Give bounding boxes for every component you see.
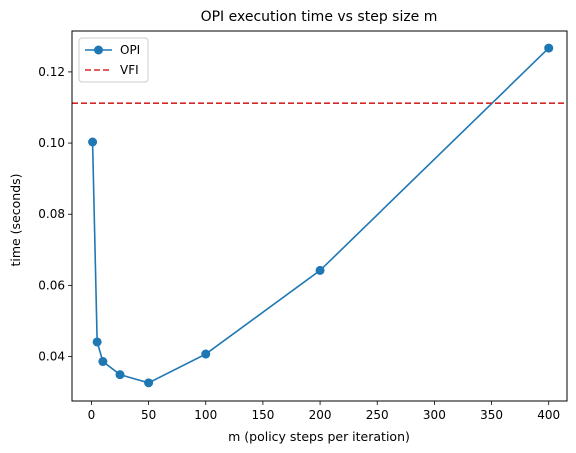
series-opi-point	[88, 137, 98, 147]
plot-area	[72, 43, 567, 388]
series-opi-point	[544, 43, 554, 53]
series-opi-point	[115, 370, 125, 380]
series-opi-point	[92, 337, 102, 347]
legend-vfi-label: VFI	[120, 63, 139, 77]
series-opi-point	[201, 349, 211, 359]
x-tick-label: 0	[88, 408, 96, 422]
legend-opi-label: OPI	[120, 43, 140, 57]
plot-frame	[71, 30, 568, 402]
series-opi-point	[98, 357, 108, 367]
x-tick-label: 350	[480, 408, 503, 422]
x-axis-ticks: 0 50 100 150 200 250 300 350 400	[88, 401, 560, 422]
x-tick-label: 50	[141, 408, 156, 422]
y-tick-label: 0.08	[38, 207, 65, 221]
x-tick-label: 100	[194, 408, 217, 422]
series-opi-line	[91, 47, 550, 384]
series-opi-point	[144, 378, 154, 388]
x-tick-label: 250	[366, 408, 389, 422]
x-tick-label: 150	[251, 408, 274, 422]
legend: OPI VFI	[78, 37, 149, 83]
series-opi-point	[315, 265, 325, 275]
y-tick-label: 0.12	[38, 65, 65, 79]
y-tick-label: 0.10	[38, 136, 65, 150]
legend-opi-marker	[94, 45, 103, 55]
y-axis-label: time (seconds)	[8, 173, 23, 266]
x-axis-label: m (policy steps per iteration)	[228, 429, 410, 444]
x-tick-label: 400	[537, 408, 560, 422]
x-tick-label: 300	[423, 408, 446, 422]
y-tick-label: 0.04	[38, 350, 65, 364]
y-axis-ticks: 0.04 0.06 0.08 0.10 0.12	[38, 65, 72, 364]
chart-title: OPI execution time vs step size m	[201, 9, 438, 25]
y-tick-label: 0.06	[38, 278, 65, 292]
x-tick-label: 200	[309, 408, 332, 422]
